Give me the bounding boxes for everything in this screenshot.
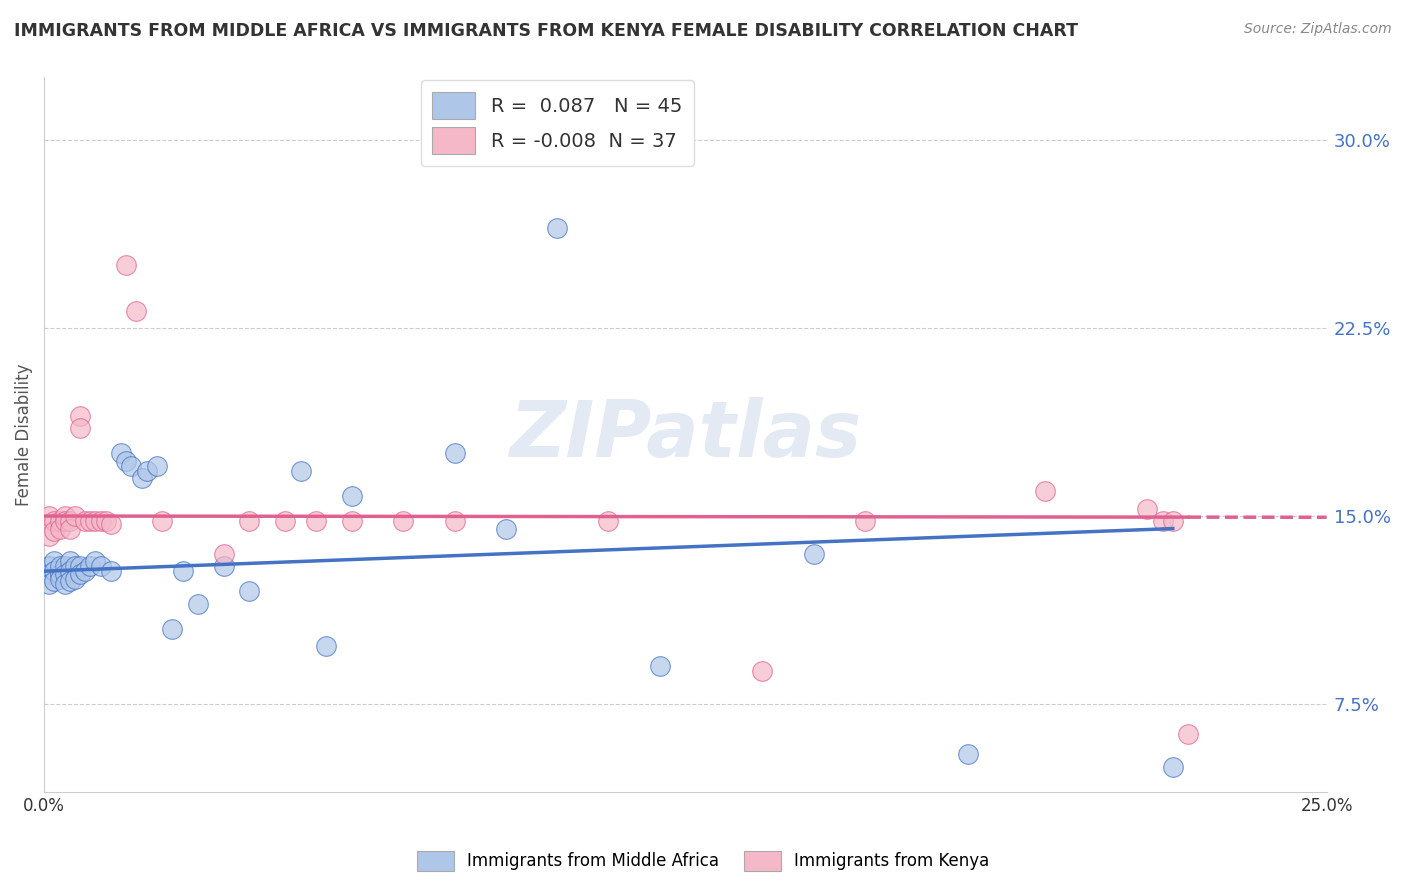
Point <box>38 529 60 543</box>
Point <box>84 514 107 528</box>
Point <box>146 458 169 473</box>
Point <box>100 564 122 578</box>
Point <box>48 559 70 574</box>
Point <box>135 464 157 478</box>
Point <box>53 566 76 581</box>
Point <box>120 458 142 473</box>
Point <box>69 421 91 435</box>
Legend: Immigrants from Middle Africa, Immigrants from Kenya: Immigrants from Middle Africa, Immigrant… <box>409 842 997 880</box>
Y-axis label: Female Disability: Female Disability <box>15 363 32 506</box>
Point <box>79 514 101 528</box>
Point <box>340 489 363 503</box>
Point <box>162 622 184 636</box>
Point <box>53 514 76 528</box>
Point <box>1161 514 1184 528</box>
Point <box>84 554 107 568</box>
Point <box>48 566 70 581</box>
Point <box>69 559 91 574</box>
Point <box>110 446 132 460</box>
Point <box>187 597 209 611</box>
Point <box>59 514 82 528</box>
Point <box>44 554 66 568</box>
Point <box>1177 727 1199 741</box>
Point <box>44 574 66 589</box>
Point <box>94 514 117 528</box>
Point <box>315 640 337 654</box>
Text: ZIPatlas: ZIPatlas <box>509 397 862 473</box>
Point <box>48 572 70 586</box>
Point <box>115 454 138 468</box>
Point <box>956 747 979 761</box>
Legend: R =  0.087   N = 45, R = -0.008  N = 37: R = 0.087 N = 45, R = -0.008 N = 37 <box>420 80 693 166</box>
Point <box>48 522 70 536</box>
Point <box>79 559 101 574</box>
Point <box>38 508 60 523</box>
Point <box>212 547 235 561</box>
Point <box>290 464 312 478</box>
Point <box>48 514 70 528</box>
Point <box>53 576 76 591</box>
Text: IMMIGRANTS FROM MIDDLE AFRICA VS IMMIGRANTS FROM KENYA FEMALE DISABILITY CORRELA: IMMIGRANTS FROM MIDDLE AFRICA VS IMMIGRA… <box>14 22 1078 40</box>
Point <box>1161 759 1184 773</box>
Point <box>274 514 297 528</box>
Point <box>340 514 363 528</box>
Point <box>53 559 76 574</box>
Point <box>44 564 66 578</box>
Point <box>238 584 260 599</box>
Point <box>69 566 91 581</box>
Point <box>38 576 60 591</box>
Point <box>443 446 465 460</box>
Point <box>1136 501 1159 516</box>
Point <box>172 564 194 578</box>
Point <box>100 516 122 531</box>
Point <box>59 574 82 589</box>
Point <box>69 409 91 423</box>
Point <box>38 566 60 581</box>
Point <box>751 665 773 679</box>
Point <box>44 514 66 528</box>
Point <box>38 559 60 574</box>
Point <box>125 303 148 318</box>
Point <box>1033 483 1056 498</box>
Point <box>59 564 82 578</box>
Point <box>90 559 112 574</box>
Point <box>115 259 138 273</box>
Point <box>212 559 235 574</box>
Point <box>598 514 620 528</box>
Point <box>63 508 86 523</box>
Point <box>546 220 568 235</box>
Point <box>75 564 97 578</box>
Point <box>53 508 76 523</box>
Point <box>443 514 465 528</box>
Point <box>90 514 112 528</box>
Text: Source: ZipAtlas.com: Source: ZipAtlas.com <box>1244 22 1392 37</box>
Point <box>63 572 86 586</box>
Point <box>392 514 415 528</box>
Point <box>803 547 825 561</box>
Point <box>305 514 328 528</box>
Point <box>495 522 517 536</box>
Point <box>44 524 66 538</box>
Point <box>75 514 97 528</box>
Point <box>150 514 173 528</box>
Point <box>63 559 86 574</box>
Point <box>648 659 671 673</box>
Point <box>238 514 260 528</box>
Point <box>1152 514 1174 528</box>
Point <box>853 514 876 528</box>
Point <box>59 522 82 536</box>
Point <box>59 554 82 568</box>
Point <box>131 471 153 485</box>
